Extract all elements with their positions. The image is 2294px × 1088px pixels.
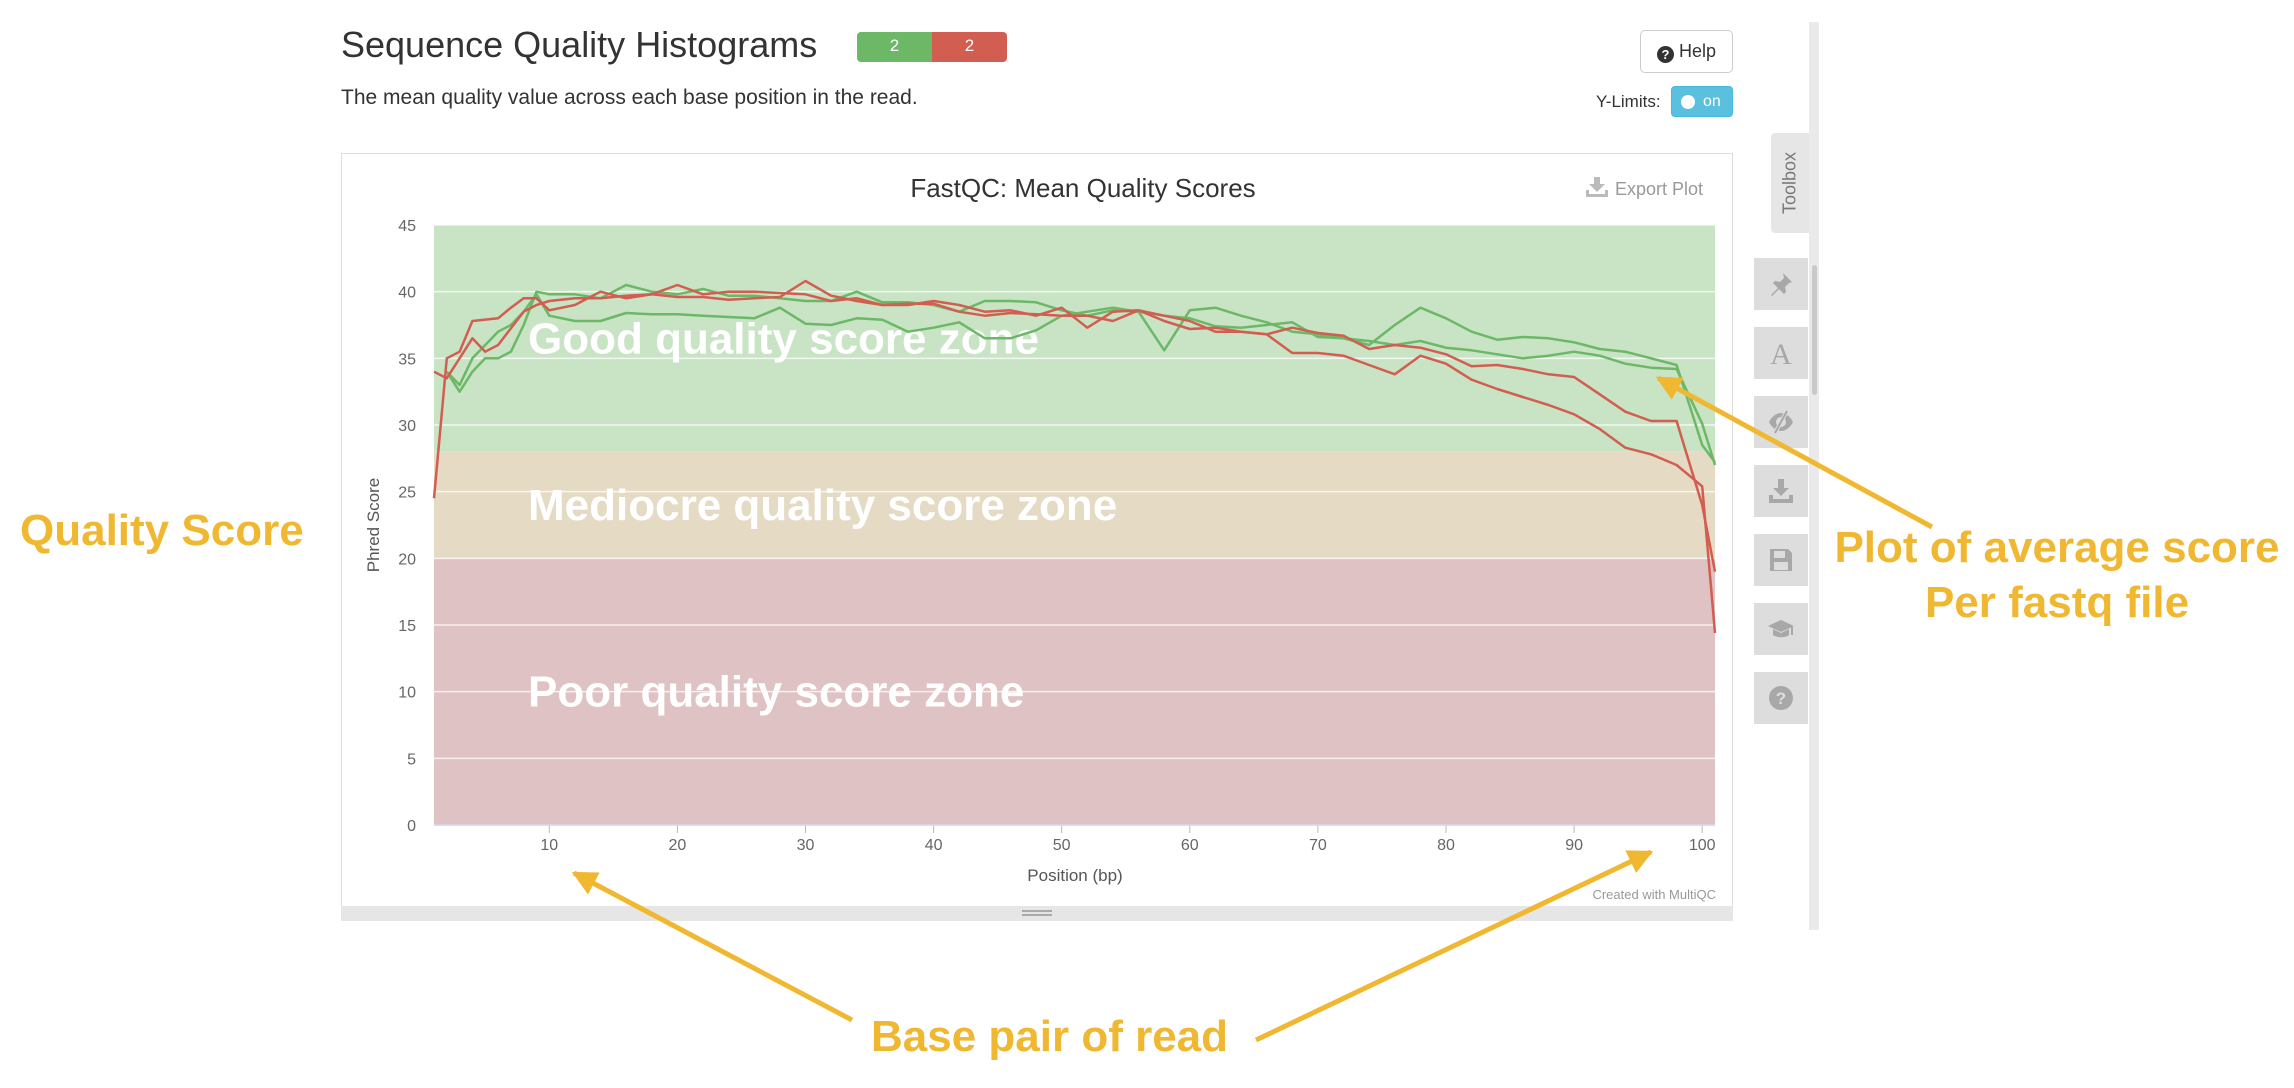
export-plot-button[interactable]: Export Plot <box>1585 176 1703 203</box>
chart-title: FastQC: Mean Quality Scores <box>910 173 1255 203</box>
x-tick-label: 50 <box>1053 837 1071 854</box>
toolbox-rail <box>1809 22 1819 930</box>
download-icon <box>1585 176 1609 203</box>
toolbox-help-tour-button[interactable] <box>1754 603 1808 655</box>
svg-text:A: A <box>1770 339 1792 367</box>
x-axis-label: Position (bp) <box>1027 866 1122 885</box>
toolbox-tab[interactable] <box>1771 133 1809 233</box>
x-tick-label: 90 <box>1565 837 1583 854</box>
eye-slash-icon <box>1769 410 1793 434</box>
y-tick-label: 35 <box>398 351 416 368</box>
zone-band-mediocre <box>434 451 1715 559</box>
x-tick-label: 20 <box>668 837 686 854</box>
zone-label-poor: Poor quality score zone <box>528 668 1024 717</box>
resize-grip-icon[interactable] <box>1022 910 1052 916</box>
ylimits-label: Y-Limits: <box>1596 92 1661 111</box>
question-icon: ? <box>1769 686 1793 710</box>
average-plot-annotation-line1: Plot of average score <box>1834 523 2280 572</box>
toolbox-pin-button[interactable] <box>1754 258 1808 310</box>
base-pair-annotation: Base pair of read <box>871 1012 1229 1061</box>
x-tick-label: 60 <box>1181 837 1199 854</box>
arrow-to-left-base-pair <box>571 870 854 1023</box>
toolbox-scrollbar[interactable] <box>1812 265 1817 395</box>
font-icon: A <box>1770 339 1792 367</box>
toolbox-labels-button[interactable]: A <box>1754 327 1808 379</box>
save-icon <box>1770 549 1792 571</box>
arrow-to-right-base-pair <box>1254 849 1654 1043</box>
ylimits-toggle-label: on <box>1703 93 1721 110</box>
series-line-1 <box>445 293 1717 466</box>
fail-count-badge[interactable]: 2 <box>932 32 1007 62</box>
series-line-3 <box>432 283 1717 572</box>
x-tick-label: 40 <box>925 837 943 854</box>
export-plot-label: Export Plot <box>1615 179 1704 199</box>
y-tick-label: 5 <box>407 751 416 768</box>
svg-text:?: ? <box>1776 689 1786 708</box>
x-tick-label: 70 <box>1309 837 1327 854</box>
help-button-label: Help <box>1678 41 1717 61</box>
average-plot-annotation-line2: Per fastq file <box>1924 578 2190 627</box>
y-tick-label: 40 <box>398 285 416 302</box>
y-tick-label: 10 <box>398 685 416 702</box>
toggle-knob <box>1681 95 1695 109</box>
question-circle-icon: ? <box>1656 46 1674 63</box>
y-tick-label: 0 <box>407 818 416 835</box>
x-tick-label: 30 <box>797 837 815 854</box>
series-line-2 <box>445 283 1717 464</box>
arrow-to-average-plot <box>1655 375 1934 530</box>
x-tick-label: 80 <box>1437 837 1455 854</box>
series-line-4 <box>433 279 1717 634</box>
y-tick-label: 30 <box>398 418 416 435</box>
pin-icon <box>1771 273 1792 296</box>
x-tick-label: 100 <box>1689 837 1716 854</box>
y-tick-label: 15 <box>398 618 416 635</box>
y-axis-label: Phred Score <box>364 478 383 573</box>
pass-count-badge[interactable]: 2 <box>857 32 932 62</box>
ylimits-toggle[interactable]: on <box>1671 86 1733 117</box>
toolbox-export-button[interactable] <box>1754 465 1808 517</box>
chart-credit: Created with MultiQC <box>1592 887 1716 902</box>
quality-score-annotation: Quality Score <box>20 506 304 555</box>
y-tick-label: 45 <box>398 218 416 235</box>
x-tick-label: 10 <box>540 837 558 854</box>
toolbox-hide-button[interactable] <box>1754 396 1808 448</box>
help-button[interactable]: ? Help <box>1640 30 1733 73</box>
download-icon <box>1769 479 1793 503</box>
plot-resize-bar[interactable] <box>341 906 1733 921</box>
zone-label-mediocre: Mediocre quality score zone <box>528 481 1117 530</box>
section-description: The mean quality value across each base … <box>341 86 918 109</box>
graduation-cap-icon <box>1768 620 1794 638</box>
y-tick-label: 20 <box>398 551 416 568</box>
y-tick-label: 25 <box>398 485 416 502</box>
average-plot-annotation: Plot of average score Per fastq file <box>1834 520 2280 630</box>
toolbox-save-button[interactable] <box>1754 534 1808 586</box>
section-title: Sequence Quality Histograms <box>341 24 818 65</box>
toolbox-about-button[interactable]: ? <box>1754 672 1808 724</box>
